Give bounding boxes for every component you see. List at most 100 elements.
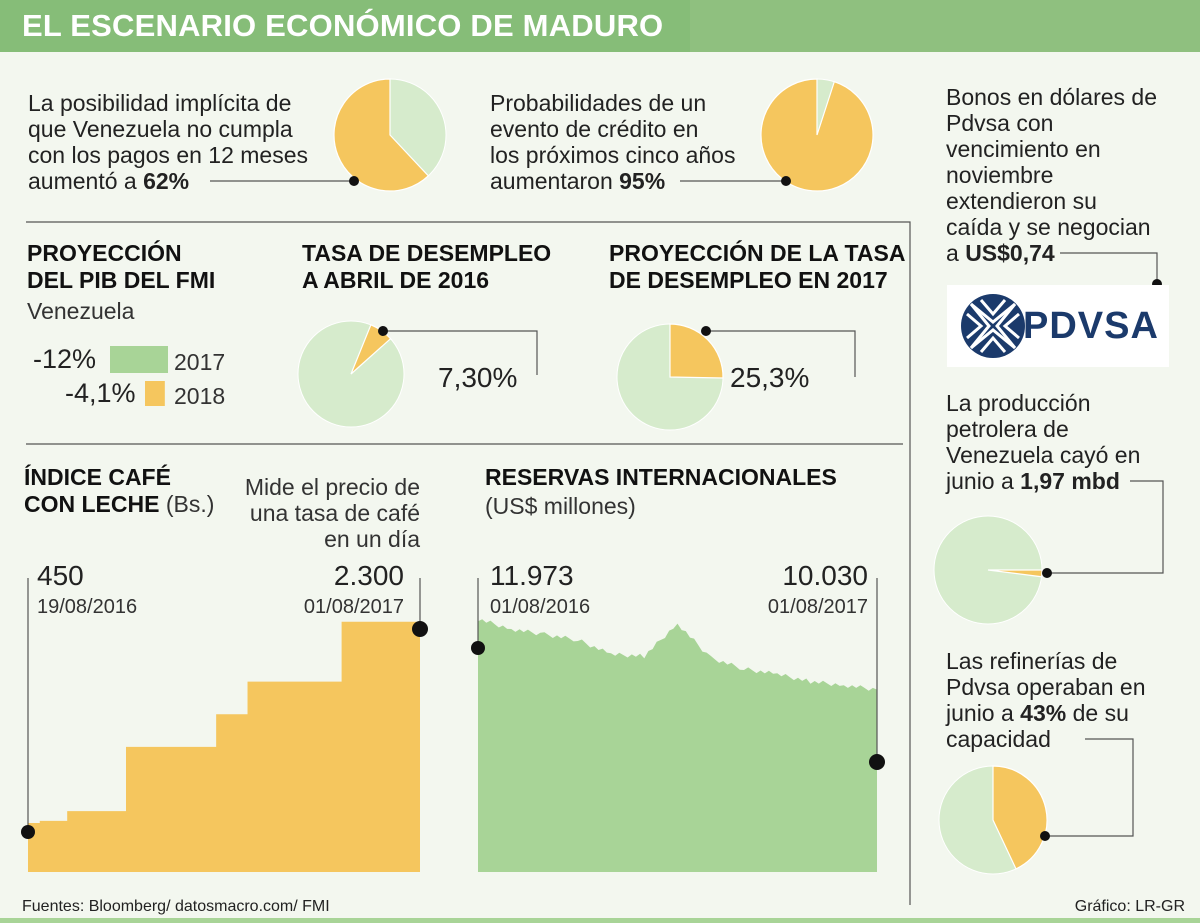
gdp-bar-2017 (110, 346, 168, 373)
bonds-value: US$0,74 (965, 240, 1055, 266)
oil-production-line: petrolera de (946, 416, 1069, 442)
default-prob-line: que Venezuela no cumpla (28, 116, 293, 142)
gdp-title-line: DEL PIB DEL FMI (27, 267, 216, 293)
bonds-line: extendieron su (946, 188, 1097, 214)
refineries-line-suffix: de su (1066, 700, 1129, 726)
bonds-leader (1060, 252, 1158, 283)
coffee-end-dot (412, 621, 428, 637)
coffee-start-dot (21, 825, 35, 839)
oil-production-text: La producción petrolera de Venezuela cay… (946, 390, 1140, 494)
default-prob-text: La posibilidad implícita de que Venezuel… (28, 90, 308, 194)
reserves-end-date: 01/08/2017 (767, 596, 868, 618)
default-prob-dot (349, 176, 359, 186)
refineries-text: Las refinerías de Pdvsa operaban en juni… (946, 648, 1146, 752)
unemployment-2016-title: TASA DE DESEMPLEO A ABRIL DE 2016 (302, 240, 551, 294)
unemployment-2017-title: PROYECCIÓN DE LA TASA DE DESEMPLEO EN 20… (609, 240, 905, 294)
sources: Fuentes: Bloomberg/ datosmacro.com/ FMI (22, 898, 330, 915)
coffee-index-area (28, 621, 420, 872)
refineries-dot (1040, 831, 1050, 841)
bonds-text: Bonos en dólares de Pdvsa con vencimient… (946, 84, 1157, 266)
page-title: EL ESCENARIO ECONÓMICO DE MADURO (22, 8, 664, 43)
gdp-bar-2018 (145, 381, 165, 406)
bonds-line: a (946, 240, 966, 266)
bonds-line: noviembre (946, 162, 1054, 188)
gdp-title: PROYECCIÓN DEL PIB DEL FMI (27, 240, 215, 294)
bonds-line: Bonos en dólares de (946, 84, 1157, 110)
bonds-line: Pdvsa con (946, 110, 1054, 136)
coffee-index-title-line: CON LECHE (24, 491, 160, 517)
default-prob-value: 62% (143, 168, 190, 194)
gdp-value-2018: -4,1% (65, 378, 136, 408)
credit-event-pie-slice (760, 78, 874, 192)
oil-production-value: 1,97 mbd (1020, 468, 1120, 494)
credit-event-line: evento de crédito en (490, 116, 699, 142)
refineries-pie-slice (992, 765, 1048, 870)
gdp-value-2017: -12% (33, 344, 97, 374)
reserves-start-dot (471, 641, 485, 655)
unemployment-2017-value: 25,3% (730, 362, 810, 393)
default-prob-line: con los pagos en 12 meses (28, 142, 309, 168)
credit-event-line: aumentaron (490, 168, 620, 194)
credit: Gráfico: LR-GR (1074, 898, 1185, 915)
reserves-title: RESERVAS INTERNACIONALES (485, 464, 837, 490)
oil-production-leader (1047, 480, 1164, 574)
default-prob-line: aumentó a (28, 168, 144, 194)
credit-event-line: los próximos cinco años (490, 142, 736, 168)
credit-event-dot (781, 176, 791, 186)
gdp-subtitle: Venezuela (27, 298, 135, 324)
coffee-index-title-line: ÍNDICE CAFÉ (24, 464, 171, 490)
refineries-value: 43% (1020, 700, 1067, 726)
reserves-start-value: 11.973 (490, 560, 574, 591)
gdp-year-2018: 2018 (174, 383, 226, 409)
unemployment-2016-dot (378, 326, 388, 336)
oil-production-line: junio a (946, 468, 1021, 494)
oil-production-line: La producción (946, 390, 1091, 416)
bonds-line: caída y se negocian (946, 214, 1151, 240)
coffee-end-date: 01/08/2017 (303, 596, 404, 618)
refineries-line: junio a (946, 700, 1021, 726)
coffee-index-note-line: en un día (324, 526, 420, 552)
reserves-end-value: 10.030 (782, 560, 868, 591)
coffee-start-value: 450 (37, 560, 84, 591)
reserves-area (478, 619, 877, 872)
gdp-title-line: PROYECCIÓN (27, 240, 182, 266)
refineries-line: Las refinerías de (946, 648, 1118, 674)
footer-rule (0, 918, 1200, 923)
credit-event-line: Probabilidades de un (490, 90, 707, 116)
coffee-index-unit: (Bs.) (165, 491, 215, 517)
reserves-end-dot (869, 754, 885, 770)
frame-line-top-right (26, 221, 911, 905)
title-background (0, 0, 690, 52)
refineries-line: capacidad (946, 726, 1051, 752)
default-prob-line: La posibilidad implícita de (28, 90, 292, 116)
unemployment-2017-title-line: PROYECCIÓN DE LA TASA (609, 240, 906, 266)
coffee-index-note: Mide el precio de una tasa de café en un… (240, 474, 420, 552)
unemployment-2016-title-line: TASA DE DESEMPLEO (302, 240, 552, 266)
oil-production-line: Venezuela cayó en (946, 442, 1141, 468)
pdvsa-logo-text: PDVSA (1023, 305, 1159, 347)
coffee-index-title: ÍNDICE CAFÉ CON LECHE (Bs.) (24, 464, 214, 518)
reserves-start-date: 01/08/2016 (490, 596, 591, 618)
gdp-year-2017: 2017 (174, 349, 226, 375)
coffee-start-date: 19/08/2016 (37, 596, 138, 618)
oil-production-dot (1042, 568, 1052, 578)
reserves-unit: (US$ millones) (485, 493, 636, 519)
unemployment-2017-pie-slice (669, 323, 724, 379)
credit-event-text: Probabilidades de un evento de crédito e… (490, 90, 735, 194)
unemployment-2017-dot (701, 326, 711, 336)
unemployment-2016-title-line: A ABRIL DE 2016 (302, 267, 490, 293)
default-prob-pie-slice (333, 78, 430, 192)
refineries-line: Pdvsa operaban en (946, 674, 1146, 700)
unemployment-2017-title-line: DE DESEMPLEO EN 2017 (609, 267, 888, 293)
coffee-end-value: 2.300 (333, 560, 404, 591)
unemployment-2016-leader (383, 330, 538, 375)
bonds-line: vencimiento en (946, 136, 1101, 162)
unemployment-2016-value: 7,30% (438, 362, 518, 393)
refineries-leader (1045, 738, 1134, 837)
credit-event-value: 95% (619, 168, 666, 194)
coffee-index-note-line: Mide el precio de (244, 474, 420, 500)
oil-production-pie-slice (987, 569, 1043, 578)
coffee-index-note-line: una tasa de café (249, 500, 420, 526)
unemployment-2017-leader (706, 330, 856, 377)
